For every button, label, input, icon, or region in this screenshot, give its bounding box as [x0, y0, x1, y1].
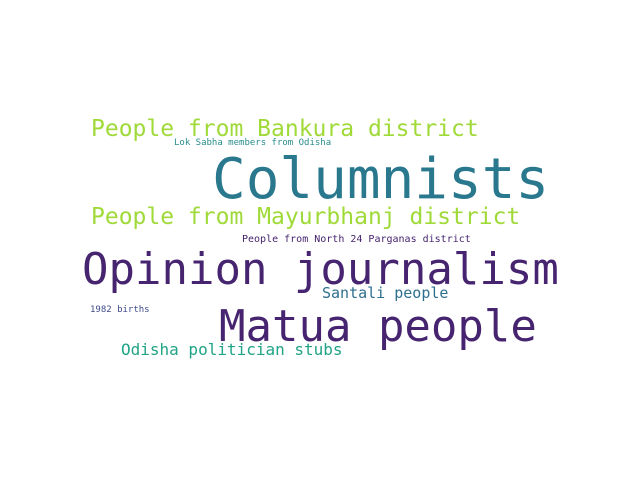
word-santali-people: Santali people	[322, 284, 449, 302]
word-1982-births: 1982 births	[90, 305, 150, 315]
word-matua-people: Matua people	[219, 301, 537, 352]
word-columnists: Columnists	[212, 147, 550, 212]
word-lok-sabha-members-from-odisha: Lok Sabha members from Odisha	[174, 138, 332, 148]
word-people-from-bankura-district: People from Bankura district	[91, 116, 479, 142]
word-people-from-mayurbhanj-district: People from Mayurbhanj district	[91, 204, 521, 230]
word-opinion-journalism: Opinion journalism	[82, 244, 559, 295]
word-people-from-north-24-parganas-district: People from North 24 Parganas district	[242, 234, 471, 245]
word-odisha-politician-stubs: Odisha politician stubs	[121, 340, 343, 359]
